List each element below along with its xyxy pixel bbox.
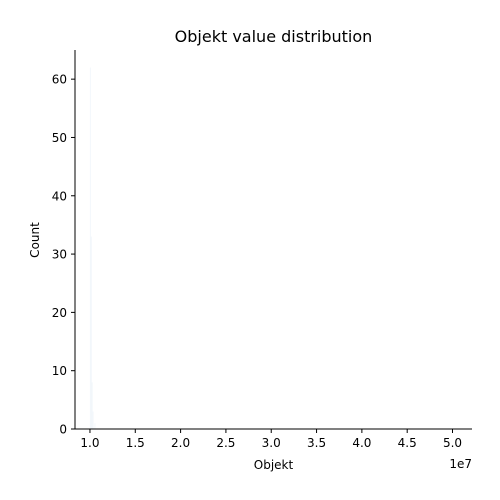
chart-title: Objekt value distribution <box>175 27 373 46</box>
x-axis-label: Objekt <box>254 458 294 472</box>
histogram-bar <box>90 236 92 429</box>
histogram-bar <box>89 67 91 429</box>
y-axis-label: Count <box>28 222 42 258</box>
y-tick-label: 30 <box>52 248 67 262</box>
histogram-bar <box>91 382 93 429</box>
x-tick-label: 4.5 <box>398 436 417 450</box>
x-tick-label: 3.0 <box>262 436 281 450</box>
x-tick-label: 2.0 <box>171 436 190 450</box>
x-tick-label: 3.5 <box>307 436 326 450</box>
y-tick-label: 0 <box>59 423 67 437</box>
x-offset-label: 1e7 <box>449 457 472 471</box>
bars-group <box>89 67 96 429</box>
x-tick-label: 2.5 <box>216 436 235 450</box>
histogram-bar <box>94 423 96 429</box>
x-tick-label: 5.0 <box>443 436 462 450</box>
y-tick-label: 40 <box>52 189 67 203</box>
y-tick-label: 50 <box>52 131 67 145</box>
x-tick-label: 1.0 <box>80 436 99 450</box>
histogram-bar <box>92 411 94 429</box>
y-tick-label: 20 <box>52 306 67 320</box>
x-tick-label: 1.5 <box>126 436 145 450</box>
x-tick-label: 4.0 <box>352 436 371 450</box>
y-tick-label: 60 <box>52 73 67 87</box>
y-tick-label: 10 <box>52 364 67 378</box>
x-ticks-group: 1.0 1.5 2.0 2.5 3.0 3.5 4.0 4.5 5.0 <box>80 429 462 450</box>
y-ticks-group: 0 10 20 30 40 50 60 <box>52 73 75 437</box>
